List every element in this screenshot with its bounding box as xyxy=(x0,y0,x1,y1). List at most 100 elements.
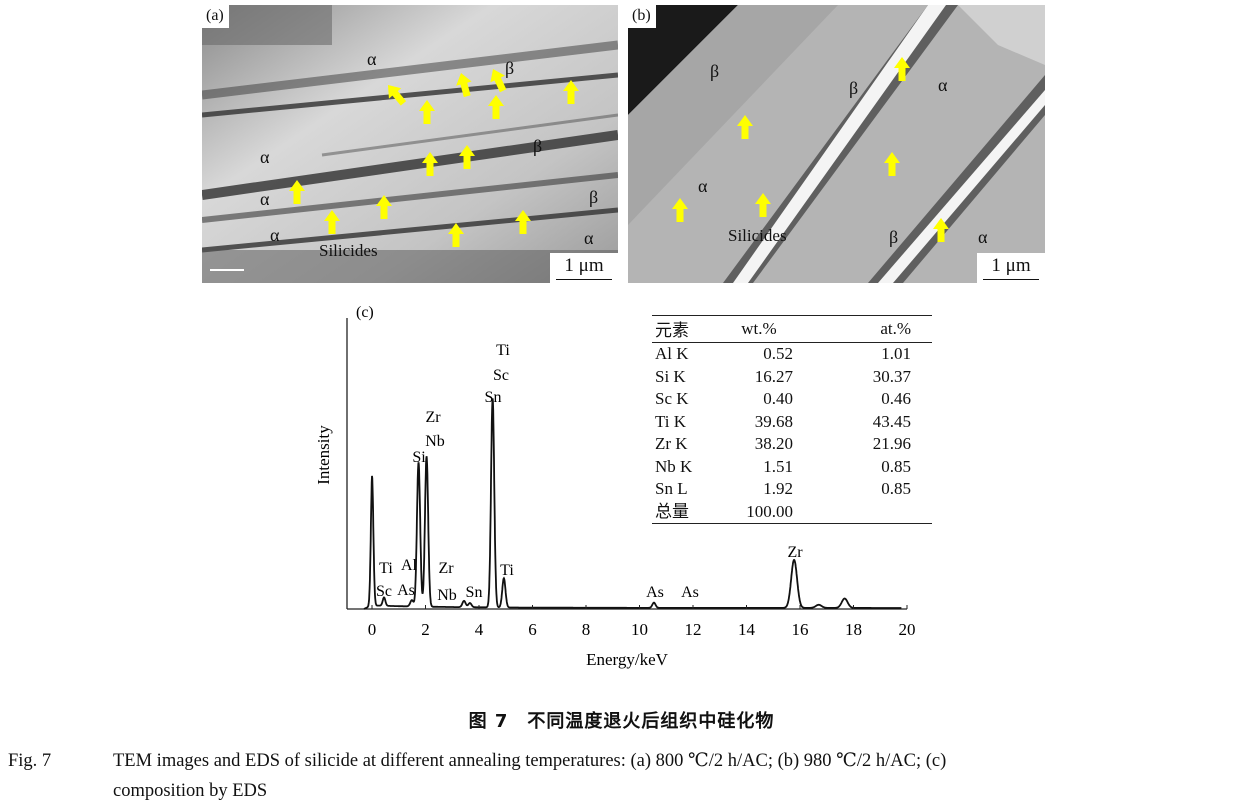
x-tick-label: 20 xyxy=(899,620,916,639)
figure-caption: Fig. 7 TEM images and EDS of silicide at … xyxy=(8,746,1238,806)
yellow-arrow-icon xyxy=(737,115,753,139)
phase-label: β xyxy=(589,187,599,207)
table-cell: 0.52 xyxy=(763,344,793,363)
tem-micrograph-b xyxy=(628,5,1045,283)
table-cell: 43.45 xyxy=(872,411,911,431)
phase-label: α xyxy=(938,75,948,95)
caption-text-cont: composition by EDS xyxy=(113,781,268,801)
phase-label: β xyxy=(889,227,899,247)
x-tick-label: 2 xyxy=(421,620,430,639)
table-cell: 39.68 xyxy=(754,411,793,431)
figure-number: Fig. 7 xyxy=(8,751,52,771)
phase-label: α xyxy=(260,189,270,209)
peak-label: Zr xyxy=(787,544,803,561)
eds-spectrum-chart: (c) 0 2 4 6 8 10 12 14 16 18 20 TiScSnZrNbSiTiScAl… xyxy=(314,304,916,669)
x-tick-label: 16 xyxy=(792,620,809,639)
table-row: Sn L 1.92 0.85 xyxy=(652,478,932,501)
yellow-arrow-icon xyxy=(448,223,464,247)
tem-image-a: (a) α β α β α β α α Silicides 1 μm xyxy=(202,5,618,283)
x-tick-label: 14 xyxy=(738,620,756,639)
scale-bar-label: 1 μm xyxy=(991,255,1031,276)
yellow-arrow-icon xyxy=(422,152,438,176)
phase-label: α xyxy=(260,147,270,167)
scale-bar: 1 μm xyxy=(550,253,618,283)
table-row: Ti K 39.68 43.45 xyxy=(652,411,932,434)
x-tick-label: 12 xyxy=(685,620,702,639)
table-cell: 0.85 xyxy=(881,479,911,498)
panel-label-b: (b) xyxy=(628,5,656,28)
yellow-arrow-icon xyxy=(490,69,507,93)
peak-label: Nb xyxy=(425,433,445,450)
table-cell: Zr K xyxy=(655,434,688,453)
table-cell: 1.51 xyxy=(763,456,793,476)
x-tick-label: 10 xyxy=(631,620,648,639)
peak-label: Sn xyxy=(466,584,483,601)
y-axis-label: Intensity xyxy=(314,425,333,485)
yellow-arrow-icon xyxy=(388,85,407,106)
yellow-arrow-icon xyxy=(289,180,305,204)
peak-label: Ti xyxy=(500,562,514,579)
yellow-arrow-icon xyxy=(456,73,472,98)
table-cell: Sn L xyxy=(655,479,688,498)
peak-label: As xyxy=(397,582,415,599)
scale-bar: 1 μm xyxy=(977,253,1045,283)
table-cell: Ti K xyxy=(655,411,687,431)
yellow-arrow-icon xyxy=(488,95,504,119)
header-at: at.% xyxy=(793,315,932,343)
yellow-arrow-icon xyxy=(324,210,340,234)
x-tick-label: 0 xyxy=(368,620,377,639)
caption-text: TEM images and EDS of silicide at differ… xyxy=(113,751,947,771)
x-tick-label: 8 xyxy=(582,620,591,639)
table-cell: Al K xyxy=(655,344,689,363)
table-cell: Sc K xyxy=(655,389,689,408)
eds-chart-panel xyxy=(330,295,945,667)
phase-label: β xyxy=(849,78,859,98)
table-cell: 0.40 xyxy=(763,389,793,408)
peak-label: Sn xyxy=(485,389,502,406)
yellow-arrow-icon xyxy=(755,193,771,217)
peak-label: Sc xyxy=(493,367,509,384)
phase-label: β xyxy=(710,61,720,81)
x-axis-label: Energy/keV xyxy=(586,650,669,669)
table-cell: 0.85 xyxy=(881,456,911,476)
phase-label: β xyxy=(505,58,515,78)
table-header: 元素 wt.% at.% xyxy=(652,315,932,343)
yellow-arrow-icon xyxy=(515,210,531,234)
table-cell: 0.46 xyxy=(881,389,911,408)
peak-label: Zr xyxy=(425,409,441,426)
eds-composition-table: 元素 wt.% at.% Al K 0.52 1.01 Si K 16.27 30.37 S… xyxy=(652,315,932,524)
phase-label: β xyxy=(533,136,543,156)
yellow-arrow-icon xyxy=(376,195,392,219)
x-tick-label: 18 xyxy=(845,620,862,639)
peak-label: Si xyxy=(412,449,426,466)
peak-label: Ti xyxy=(496,342,510,359)
silicides-label: Silicides xyxy=(319,241,378,260)
x-tick-label: 4 xyxy=(475,620,484,639)
phase-label: α xyxy=(584,228,594,248)
table-row: 总量 100.00 xyxy=(652,501,932,524)
silicides-label: Silicides xyxy=(728,226,787,245)
peak-label: As xyxy=(681,584,699,601)
table-cell: 30.37 xyxy=(872,366,911,386)
peak-label: As xyxy=(646,584,664,601)
table-cell: 16.27 xyxy=(754,366,793,386)
header-element: 元素 xyxy=(652,315,725,343)
table-cell: 38.20 xyxy=(754,434,793,453)
yellow-arrow-icon xyxy=(563,80,579,104)
table-cell: 总量 xyxy=(655,501,689,521)
yellow-arrow-icon xyxy=(933,218,949,242)
yellow-arrow-icon xyxy=(672,198,688,222)
panel-label-a: (a) xyxy=(202,5,229,28)
tem-image-b: (b) β β α α β α Silicides 1 μm xyxy=(628,5,1045,283)
table-row: Zr K 38.20 21.96 xyxy=(652,433,932,456)
table-cell: Si K xyxy=(655,366,686,386)
table-row: Nb K 1.51 0.85 xyxy=(652,456,932,479)
table-cell: 21.96 xyxy=(872,434,911,453)
spectrum-line xyxy=(363,398,902,610)
table-row: Sc K 0.40 0.46 xyxy=(652,388,932,411)
table-row: Al K 0.52 1.01 xyxy=(652,343,932,366)
yellow-arrow-icon xyxy=(884,152,900,176)
peak-label: Ti xyxy=(379,560,393,577)
phase-label: α xyxy=(698,176,708,196)
panel-label-c: (c) xyxy=(356,304,374,321)
